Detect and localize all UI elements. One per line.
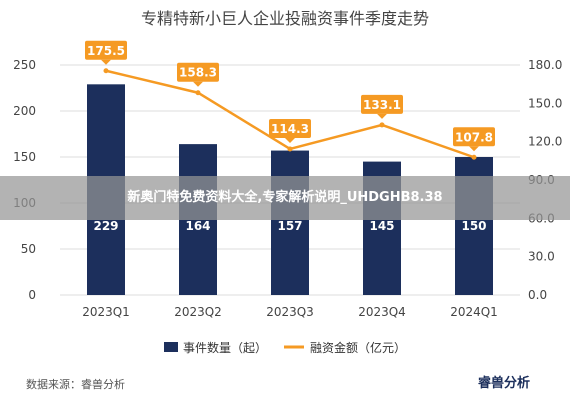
legend-swatch-bar — [164, 342, 178, 352]
line-value-pointer — [101, 59, 111, 65]
x-tick-label: 2023Q3 — [266, 305, 314, 319]
line-value-box — [361, 94, 403, 114]
left-tick-label: 50 — [21, 242, 36, 256]
bar-value-label: 164 — [185, 219, 210, 233]
data-source: 数据来源：睿兽分析 — [26, 378, 125, 391]
line-value-pointer — [469, 146, 479, 152]
line-value-label: 175.5 — [87, 44, 125, 58]
legend-label-bar: 事件数量（起） — [183, 340, 267, 355]
left-tick-label: 0 — [28, 288, 36, 302]
line-value-label: 107.8 — [455, 130, 493, 144]
series-line — [105, 69, 475, 159]
right-tick-label: 0.0 — [528, 288, 547, 302]
watermark-banner: 新奥门特免费资料大全,专家解析说明_UHDGHB8.38 — [0, 176, 570, 220]
line-value-box — [85, 40, 127, 60]
chart-title: 专精特新小巨人企业投融资事件季度走势 — [141, 9, 429, 28]
legend-label-line: 融资金额（亿元） — [310, 340, 406, 355]
line-point — [471, 154, 477, 160]
right-tick-label: 180.0 — [528, 58, 562, 72]
line-value-pointer — [377, 113, 387, 119]
line-point — [103, 68, 109, 74]
line-value-label: 133.1 — [363, 98, 401, 112]
left-tick-label: 250 — [13, 58, 36, 72]
line-value-box — [177, 62, 219, 82]
right-tick-label: 150.0 — [528, 96, 562, 110]
line-value-label: 158.3 — [179, 66, 217, 80]
bar — [271, 150, 309, 295]
left-tick-label: 200 — [13, 104, 36, 118]
line-point — [379, 122, 385, 128]
bar-value-label: 145 — [369, 219, 394, 233]
line-point — [287, 146, 293, 152]
line-value-pointer — [193, 81, 203, 87]
bar-value-label: 229 — [93, 219, 118, 233]
right-tick-label: 30.0 — [528, 250, 555, 264]
line-value-box — [269, 118, 311, 138]
x-tick-label: 2023Q1 — [82, 305, 130, 319]
line-point — [195, 90, 201, 96]
x-tick-label: 2023Q2 — [174, 305, 222, 319]
line-value-pointer — [285, 137, 295, 143]
line-value-label: 114.3 — [271, 122, 309, 136]
left-tick-label: 150 — [13, 150, 36, 164]
x-tick-label: 2023Q4 — [358, 305, 406, 319]
bar-value-label: 157 — [277, 219, 302, 233]
brand-logo: 睿兽分析 — [478, 376, 531, 391]
right-tick-label: 120.0 — [528, 135, 562, 149]
bar-value-label: 150 — [461, 219, 486, 233]
x-tick-label: 2024Q1 — [450, 305, 498, 319]
line-value-box — [453, 127, 495, 147]
